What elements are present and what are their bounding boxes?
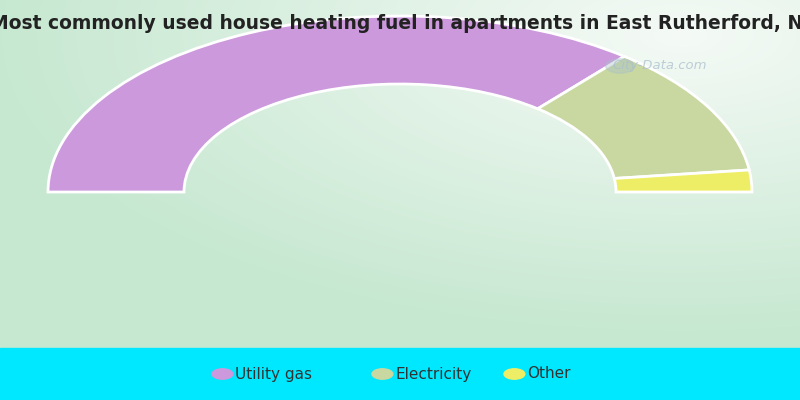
Bar bbox=[0, 348, 800, 400]
Text: Utility gas: Utility gas bbox=[235, 366, 312, 382]
Text: Most commonly used house heating fuel in apartments in East Rutherford, NJ: Most commonly used house heating fuel in… bbox=[0, 14, 800, 33]
Text: City-Data.com: City-Data.com bbox=[613, 60, 707, 72]
Wedge shape bbox=[614, 170, 752, 192]
Text: Other: Other bbox=[527, 366, 570, 382]
Text: Electricity: Electricity bbox=[395, 366, 471, 382]
Wedge shape bbox=[48, 16, 624, 192]
Circle shape bbox=[606, 59, 634, 73]
Wedge shape bbox=[538, 56, 750, 178]
Circle shape bbox=[372, 369, 393, 379]
Circle shape bbox=[212, 369, 233, 379]
Circle shape bbox=[504, 369, 525, 379]
